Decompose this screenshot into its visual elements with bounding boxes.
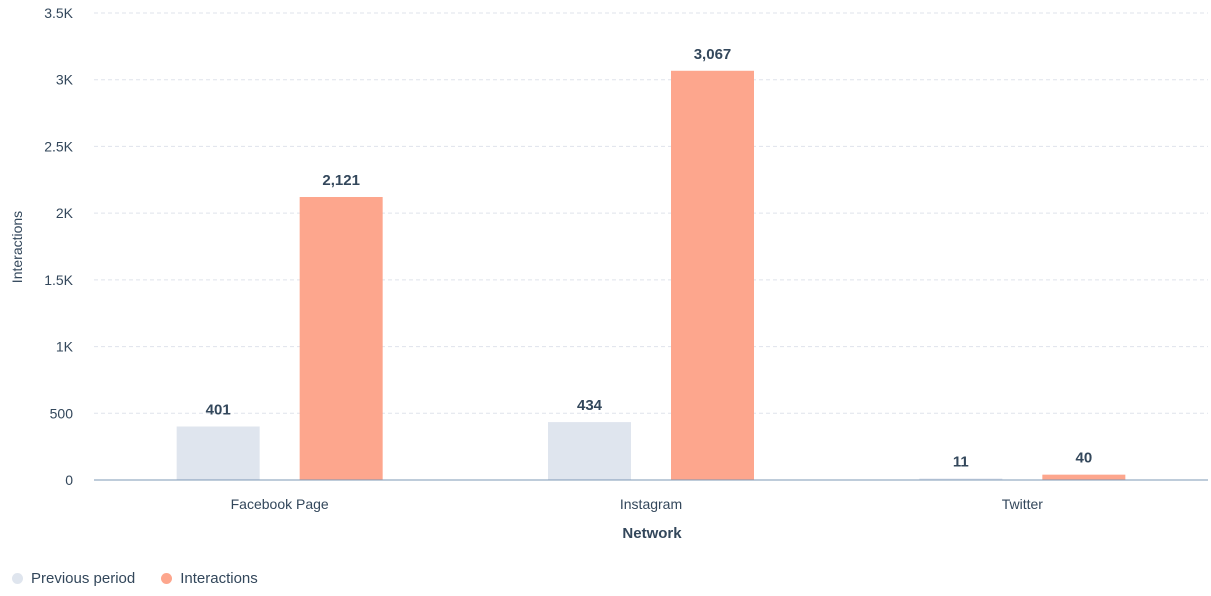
y-tick-label: 2K xyxy=(56,205,74,221)
data-label-interactions-instagram: 3,067 xyxy=(694,46,732,63)
y-tick-label: 1K xyxy=(56,339,74,355)
y-tick-label: 0 xyxy=(65,472,73,488)
legend-label-previous-period: Previous period xyxy=(31,570,136,587)
data-label-previous-period-facebook-page: 401 xyxy=(206,401,231,418)
legend-item-previous-period[interactable]: Previous period xyxy=(12,570,135,587)
legend-item-interactions[interactable]: Interactions xyxy=(161,570,258,587)
bar-previous-period-facebook-page[interactable] xyxy=(176,426,260,480)
bar-previous-period-twitter[interactable] xyxy=(919,478,1003,480)
x-tick-label-facebook-page: Facebook Page xyxy=(231,496,329,512)
data-label-previous-period-instagram: 434 xyxy=(577,397,603,414)
data-label-interactions-facebook-page: 2,121 xyxy=(322,172,360,189)
bar-previous-period-instagram[interactable] xyxy=(548,422,631,480)
data-labels: 401 2,121 434 3,067 11 40 xyxy=(206,46,1093,471)
legend-marker-interactions xyxy=(161,573,173,584)
y-axis-ticks: 0 500 1K 1.5K 2K 2.5K 3K 3.5K xyxy=(44,5,73,488)
legend-label-interactions: Interactions xyxy=(180,570,258,587)
legend: Previous period Interactions xyxy=(12,570,258,587)
y-tick-label: 500 xyxy=(50,405,74,421)
gridlines xyxy=(94,12,1208,414)
y-axis-title: Interactions xyxy=(9,211,25,283)
y-tick-label: 3K xyxy=(56,72,74,88)
x-tick-label-twitter: Twitter xyxy=(1002,496,1044,512)
bar-interactions-instagram[interactable] xyxy=(671,70,754,481)
x-axis-title: Network xyxy=(622,525,682,542)
bars xyxy=(176,70,1126,481)
bar-chart: 0 500 1K 1.5K 2K 2.5K 3K 3.5K 401 2,121 434 3,067 1… xyxy=(9,5,1208,542)
legend-marker-previous-period xyxy=(12,573,23,584)
data-label-previous-period-twitter: 11 xyxy=(953,454,969,471)
data-label-interactions-twitter: 40 xyxy=(1075,450,1092,467)
bar-interactions-facebook-page[interactable] xyxy=(299,196,383,481)
x-axis-ticks: Facebook Page Instagram Twitter xyxy=(231,496,1044,512)
y-tick-label: 2.5K xyxy=(44,138,73,154)
y-tick-label: 1.5K xyxy=(44,272,73,288)
y-tick-label: 3.5K xyxy=(44,5,73,21)
x-tick-label-instagram: Instagram xyxy=(620,496,682,512)
bar-interactions-twitter[interactable] xyxy=(1042,474,1126,480)
